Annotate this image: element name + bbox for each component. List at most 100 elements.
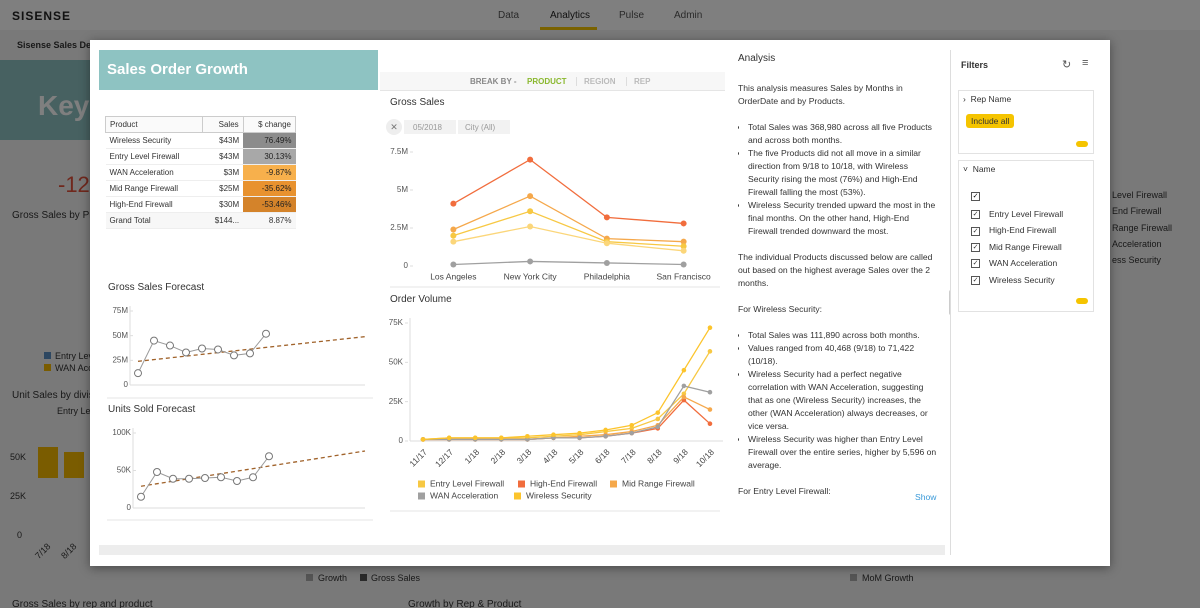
- point: [655, 424, 661, 430]
- legend-label: WAN Acceleration: [430, 490, 498, 500]
- breadcrumb-item[interactable]: [458, 120, 510, 134]
- cell: $3M: [202, 164, 244, 181]
- checkbox-all[interactable]: ✓: [971, 192, 980, 202]
- point: [217, 473, 225, 482]
- breadcrumb-clear[interactable]: ✕: [386, 119, 402, 135]
- cell: $43M: [202, 132, 244, 149]
- point: [707, 325, 713, 331]
- filter-item[interactable]: ✓ Wireless Security: [971, 275, 1055, 285]
- bottom-bar: [99, 545, 945, 555]
- cell: Mid Range Firewall: [105, 180, 203, 197]
- x-tick-label: Philadelphia: [584, 271, 631, 281]
- series-line: [453, 225, 684, 252]
- break-by-option[interactable]: PRODUCT: [527, 77, 567, 86]
- point: [525, 433, 530, 439]
- filter-label: Name: [972, 164, 996, 174]
- filter-item-label: High-End Firewall: [989, 225, 1057, 236]
- point: [153, 468, 161, 476]
- filters-title: Filters: [961, 60, 989, 70]
- filter-item[interactable]: ✓ Mid Range Firewall: [971, 242, 1062, 253]
- x-tick-label: 7/18: [619, 447, 638, 466]
- title-card: [99, 50, 378, 90]
- breadcrumb-text: 05/2018: [413, 123, 442, 132]
- bullet-list: Total Sales was 368,980 across all five …: [738, 121, 938, 238]
- break-by-option[interactable]: REGION: [576, 77, 616, 86]
- y-tick-label: 7.5M: [390, 147, 408, 156]
- point: [527, 156, 534, 163]
- point: [450, 226, 457, 233]
- filter-header[interactable]: › Rep Name: [963, 94, 1012, 104]
- checkbox: ✓: [971, 243, 980, 253]
- series-line: [423, 350, 711, 441]
- bullet: Total Sales was 368,980 across all five …: [748, 121, 938, 147]
- break-by-option[interactable]: REP: [626, 77, 650, 86]
- point: [182, 348, 190, 357]
- toggle[interactable]: [1076, 298, 1088, 304]
- series-line: [453, 195, 684, 243]
- y-tick-label: 2.5M: [390, 223, 408, 232]
- filter-item[interactable]: ✓ Entry Level Firewall: [971, 209, 1063, 220]
- cell: -9.87%: [243, 164, 296, 181]
- filter-item[interactable]: ✓ WAN Acceleration: [971, 258, 1058, 269]
- analysis-text: This analysis measures Sales by Months i…: [738, 82, 938, 507]
- point: [169, 474, 177, 483]
- y-tick-label: 50M: [112, 331, 128, 340]
- filter-box: [958, 90, 1094, 154]
- point: [420, 437, 426, 442]
- point: [603, 214, 610, 221]
- point: [137, 492, 145, 501]
- point: [629, 422, 635, 428]
- paragraph: For Wireless Security:: [738, 304, 823, 314]
- point: [681, 394, 687, 400]
- refresh-icon[interactable]: ↻: [1062, 59, 1072, 71]
- cell: WAN Acceleration: [105, 164, 203, 181]
- menu-icon[interactable]: ≡: [1082, 57, 1089, 69]
- y-tick-label: 25M: [112, 355, 128, 364]
- x-tick-label: 5/18: [567, 447, 586, 466]
- point: [472, 435, 478, 441]
- point: [655, 416, 661, 422]
- cell: 76.49%: [243, 132, 296, 149]
- point: [450, 261, 457, 268]
- breadcrumb-item[interactable]: [404, 120, 456, 134]
- point: [166, 341, 174, 350]
- legend-label: Wireless Security: [526, 490, 592, 500]
- point: [214, 345, 222, 354]
- x-tick-label: 2/18: [489, 447, 508, 466]
- point: [527, 258, 534, 265]
- point: [629, 426, 635, 431]
- cell: Entry Level Firewall: [105, 148, 203, 165]
- series-line: [423, 327, 711, 441]
- filter-header[interactable]: ˅ Name: [963, 164, 996, 174]
- point: [446, 435, 452, 441]
- checkbox: ✓: [971, 275, 980, 285]
- point: [527, 223, 534, 230]
- point: [527, 208, 534, 215]
- point: [680, 238, 687, 245]
- x-tick-label: 8/18: [645, 447, 664, 466]
- bullet: Wireless Security was higher than Entry …: [748, 433, 938, 472]
- table-row: High-End Firewall $30M -53.46%: [105, 196, 296, 213]
- show-link[interactable]: Show: [915, 492, 937, 502]
- x-tick-label: New York City: [504, 271, 558, 281]
- series-line: [453, 158, 684, 225]
- y-tick-label: 100K: [112, 428, 131, 437]
- filter-item-label: WAN Acceleration: [989, 258, 1058, 269]
- point: [629, 430, 635, 436]
- point: [680, 261, 687, 268]
- x-tick-label: 12/17: [433, 447, 455, 469]
- include-all-button[interactable]: Include all: [966, 114, 1015, 128]
- point: [527, 193, 534, 200]
- point: [525, 437, 530, 442]
- legend-label: Entry Level Firewall: [430, 478, 504, 488]
- toggle[interactable]: [1076, 141, 1088, 147]
- point: [577, 430, 582, 436]
- filter-item[interactable]: ✓ High-End Firewall: [971, 225, 1057, 236]
- paragraph: For Entry Level Firewall:: [738, 486, 831, 496]
- bullet: Wireless Security had a perfect negative…: [748, 368, 938, 433]
- point: [262, 329, 270, 338]
- trend-line: [137, 336, 366, 362]
- x-tick-label: 9/18: [671, 447, 690, 466]
- point: [150, 336, 158, 345]
